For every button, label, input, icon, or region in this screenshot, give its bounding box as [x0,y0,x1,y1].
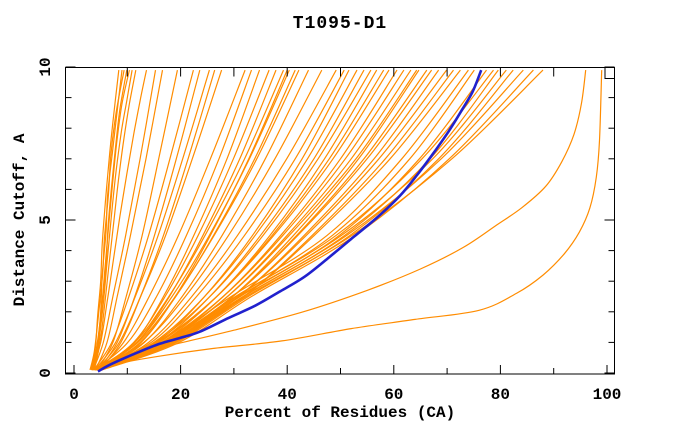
model-curve [93,69,300,371]
model-curve [99,69,216,371]
y-tick-label: 10 [37,57,55,76]
x-tick-label: 60 [384,386,403,404]
model-curve [91,69,130,371]
model-curve [95,69,372,371]
chart-title: T1095-D1 [293,14,387,34]
model-curve [91,70,603,371]
tick-labels: 0 20 40 60 80 100 0 5 10 [37,57,621,404]
x-tick-label: 40 [278,386,297,404]
model-curve [94,69,285,371]
corner-notch [604,67,615,79]
model-curve [93,69,128,371]
y-tick-label: 5 [37,215,55,225]
y-axis-label: Distance Cutoff, A [11,133,29,306]
model-curve [93,69,137,371]
model-curve [98,69,337,371]
model-curve [95,69,290,371]
model-curve [94,69,390,371]
model-curve [92,69,133,371]
x-axis-label: Percent of Residues (CA) [225,404,455,422]
model-curve [93,69,253,371]
model-curve [96,69,270,371]
highlight-curve [97,69,483,373]
model-curve [91,69,148,371]
model-curve [99,69,544,371]
model-curve [98,69,201,371]
y-tick-label: 0 [37,368,55,378]
model-curve [97,69,385,371]
tick-marks [65,66,615,374]
model-curve [92,69,157,371]
model-curve [92,70,587,371]
model-curves-layer [89,69,603,373]
model-curve [90,70,120,371]
model-curve [96,69,178,371]
model-curve [100,69,288,371]
model-curve [97,69,246,371]
model-curve [98,69,507,371]
model-curve [93,69,194,371]
model-curve [94,69,164,371]
model-curve [98,69,524,371]
model-curve [89,69,125,371]
x-tick-label: 100 [593,386,622,404]
model-curve [95,69,345,371]
x-tick-label: 80 [491,386,510,404]
model-curve [101,69,378,371]
model-curve [94,69,210,371]
model-curve [96,69,323,371]
x-tick-label: 20 [171,386,190,404]
x-tick-label: 0 [69,386,79,404]
model-curve [95,69,223,371]
